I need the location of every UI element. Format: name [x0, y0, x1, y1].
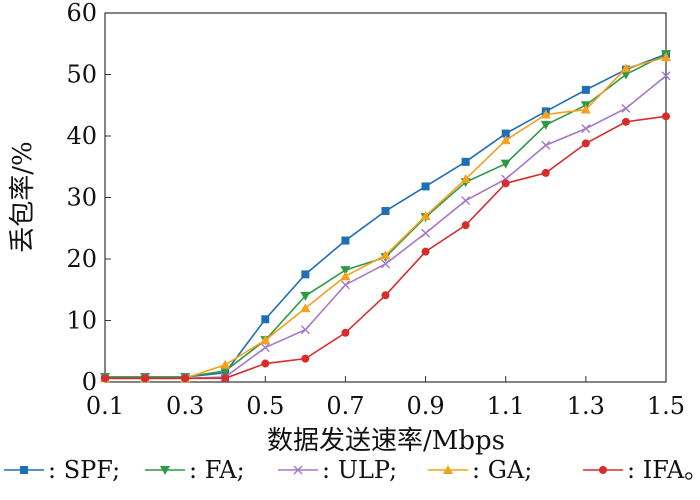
data-point-spf: [341, 236, 350, 245]
data-point-ifa: [221, 374, 230, 383]
data-point-ulp-stroke: [661, 71, 671, 81]
data-point-ga: [420, 210, 431, 220]
y-tick-label: 0: [82, 368, 97, 396]
legend-marker-ifa: [599, 466, 607, 474]
x-tick-label: 0.9: [406, 392, 444, 420]
x-tick-label: 0.7: [326, 392, 364, 420]
data-point-ulp: [260, 343, 270, 353]
data-point-spf: [461, 157, 470, 166]
y-tick-label: 50: [66, 61, 97, 89]
data-point-ifa: [421, 247, 430, 256]
data-point-ifa: [461, 221, 470, 230]
data-point-ifa: [301, 354, 310, 363]
legend-marker-spf: [20, 466, 28, 474]
data-point-spf: [301, 270, 310, 279]
data-point-ulp: [541, 140, 551, 150]
data-point-ifa: [141, 374, 150, 383]
legend-marker-ulp-stroke: [293, 465, 303, 475]
legend-label-spf: : SPF;: [48, 456, 120, 484]
y-tick-label: 40: [66, 122, 97, 150]
data-point-ulp: [461, 196, 471, 206]
data-point-ulp-stroke: [581, 124, 591, 134]
legend-marker-ulp: [293, 465, 303, 475]
data-point-ga: [540, 109, 551, 119]
legend: : SPF; : FA; : ULP; : GA; : IFA。: [4, 456, 700, 484]
data-point-ulp: [300, 325, 310, 335]
data-point-ifa: [381, 291, 390, 300]
data-point-fa: [300, 291, 311, 301]
data-point-spf: [421, 182, 430, 191]
y-tick-label: 30: [66, 184, 97, 212]
data-point-ulp: [340, 280, 350, 290]
data-point-fa: [220, 366, 231, 376]
x-tick-label: 1.1: [487, 392, 525, 420]
data-point-ga: [580, 104, 591, 114]
legend-label-ulp: : ULP;: [322, 456, 397, 484]
data-point-ifa: [541, 168, 550, 177]
data-point-ga: [260, 335, 271, 345]
data-point-ulp-stroke: [260, 343, 270, 353]
data-point-ga: [460, 174, 471, 184]
data-point-ulp: [621, 103, 631, 113]
data-point-ifa: [101, 374, 109, 383]
data-point-ga: [220, 359, 231, 369]
data-point-ulp: [381, 259, 390, 269]
data-point-fa: [500, 159, 511, 169]
data-point-ulp-stroke: [421, 228, 431, 238]
data-point-ifa: [341, 328, 350, 337]
data-point-ifa: [581, 139, 590, 148]
legend-marker-fa: [160, 466, 170, 475]
y-tick-label: 60: [66, 0, 97, 27]
legend-label-ifa: : IFA。: [627, 456, 700, 484]
data-point-ulp: [661, 71, 671, 81]
data-point-fa: [620, 70, 631, 80]
data-point-ga: [500, 135, 511, 145]
data-point-ga: [340, 271, 351, 281]
data-point-ga: [661, 52, 671, 62]
data-point-ulp-stroke: [541, 140, 551, 150]
y-tick-label: 20: [66, 245, 97, 273]
data-point-ulp-stroke: [300, 325, 310, 335]
legend-label-ga: : GA;: [472, 456, 532, 484]
data-point-ifa: [501, 179, 510, 188]
data-point-fa: [540, 120, 551, 130]
data-point-ifa: [181, 374, 190, 383]
data-point-ifa: [261, 359, 270, 368]
data-point-ulp-stroke: [621, 103, 631, 113]
data-point-spf: [381, 207, 390, 216]
data-point-ulp-stroke: [461, 196, 471, 206]
data-point-ulp-stroke: [381, 259, 390, 269]
data-point-ga: [380, 250, 391, 260]
plot-area: 0.1 0.3 0.5 0.7 0.9 1.1 1.3 1.5 0 10 20 30 40 50 60: [66, 0, 685, 420]
data-point-ulp: [421, 228, 431, 238]
legend-label-fa: : FA;: [189, 456, 245, 484]
x-axis-title: 数据发送速率/Mbps: [267, 426, 505, 456]
x-tick-label: 1.3: [567, 392, 605, 420]
legend-marker-ga: [443, 465, 453, 474]
x-tick-label: 0.3: [166, 392, 204, 420]
x-tick-label: 1.5: [647, 392, 685, 420]
data-point-fa: [340, 266, 351, 276]
x-tick-label: 0.1: [86, 392, 124, 420]
y-tick-label: 10: [66, 307, 97, 335]
y-axis-title: 丢包率/%: [8, 141, 38, 252]
data-point-spf: [581, 85, 590, 94]
data-point-spf: [261, 315, 270, 324]
data-point-ulp-stroke: [340, 280, 350, 290]
x-tick-label: 0.5: [246, 392, 284, 420]
data-point-ifa: [662, 112, 670, 121]
data-point-ga: [300, 303, 311, 313]
data-point-ifa: [621, 117, 630, 126]
data-point-ulp: [581, 124, 591, 134]
data-point-spf: [501, 129, 510, 138]
data-point-ga: [620, 63, 631, 73]
